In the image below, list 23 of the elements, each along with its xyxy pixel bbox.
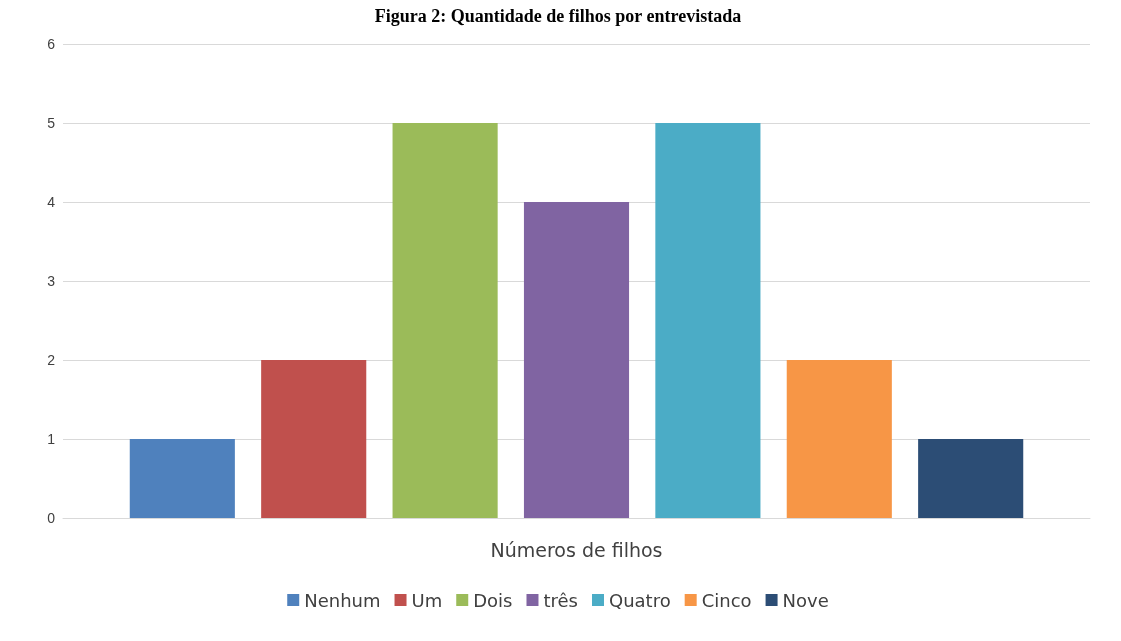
bar (129, 439, 235, 518)
y-tick-label: 0 (47, 510, 56, 526)
legend-label: três (543, 589, 578, 611)
bar (523, 202, 630, 518)
y-tick-label: 2 (47, 352, 56, 368)
legend-label: Quatro (609, 589, 671, 611)
legend-label: Dois (473, 589, 513, 611)
bar (392, 123, 498, 518)
y-tick-label: 6 (47, 36, 56, 52)
legend-label: Cinco (701, 589, 752, 611)
chart-title: Figura 2: Quantidade de filhos por entrevistada (374, 6, 742, 26)
y-tick-label: 1 (47, 431, 56, 447)
legend-label: Nove (782, 589, 829, 611)
legend-label: Um (411, 589, 443, 611)
y-tick-label: 4 (47, 194, 56, 210)
y-tick-label: 5 (47, 115, 56, 131)
legend-label: Nenhum (304, 589, 381, 611)
x-tick-label: Números de filhos (490, 538, 663, 561)
y-tick-label: 3 (47, 273, 56, 289)
bar (261, 360, 367, 518)
bar (786, 360, 892, 518)
bar (918, 439, 1024, 518)
bar (655, 123, 761, 518)
